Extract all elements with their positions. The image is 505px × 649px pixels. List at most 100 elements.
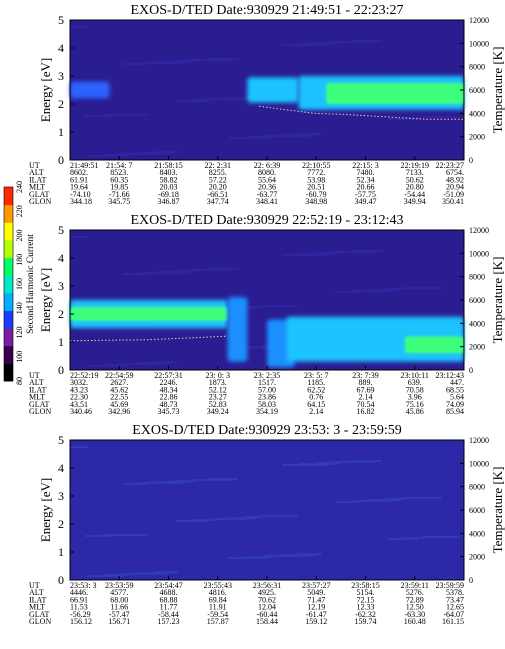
colorbar-tick-label: 220 xyxy=(15,205,24,217)
orbit-value: 60.35 xyxy=(110,175,128,184)
orbit-row-label: ALT xyxy=(29,588,44,597)
orbit-value: 1185. xyxy=(307,378,325,387)
orbit-value: 12.50 xyxy=(406,603,424,612)
orbit-value: 349.94 xyxy=(404,197,426,206)
orbit-value: 5378. xyxy=(446,588,464,597)
y2-axis-label: Temperature [K] xyxy=(490,467,505,554)
texture-mark xyxy=(280,134,316,136)
orbit-value: 20.66 xyxy=(357,183,375,192)
orbit-value: 66.91 xyxy=(70,595,88,604)
orbit-value: 3032. xyxy=(70,378,88,387)
texture-mark xyxy=(246,136,274,138)
texture-mark xyxy=(70,26,88,28)
colorbar-tick-label: 200 xyxy=(15,230,24,242)
orbit-value: 8403. xyxy=(160,168,178,177)
orbit-value: 12.65 xyxy=(446,603,464,612)
texture-mark xyxy=(316,252,340,254)
orbit-value: 74.09 xyxy=(446,400,464,409)
orbit-value: 22:52:19 xyxy=(70,371,98,380)
y2-tick-label: 10000 xyxy=(469,39,489,48)
orbit-value: 72.15 xyxy=(357,595,375,604)
orbit-value: 344.18 xyxy=(70,197,92,206)
texture-mark xyxy=(155,571,178,573)
orbit-value: 58.03 xyxy=(258,400,276,409)
texture-mark xyxy=(138,572,172,574)
texture-mark xyxy=(191,269,232,271)
y2-tick-label: 2000 xyxy=(469,553,485,562)
orbit-value: 23:53:59 xyxy=(105,581,133,590)
orbit-value: -63.77 xyxy=(257,190,278,199)
y2-tick-label: 8000 xyxy=(469,483,485,492)
orbit-value: 5049. xyxy=(307,588,325,597)
orbit-value: 11.53 xyxy=(70,603,88,612)
orbit-value: 22.30 xyxy=(70,393,88,402)
texture-mark xyxy=(299,253,334,255)
orbit-value: 21:54: 7 xyxy=(106,161,132,170)
y-axis-label: Energy [eV] xyxy=(38,478,53,542)
y2-tick-label: 12000 xyxy=(469,436,489,445)
y2-tick-label: 2000 xyxy=(469,343,485,352)
orbit-row-label: UT xyxy=(29,161,40,170)
orbit-value: 345.75 xyxy=(108,197,130,206)
orbit-value: 157.87 xyxy=(207,617,229,626)
y2-tick-label: 10000 xyxy=(469,459,489,468)
texture-mark xyxy=(70,236,88,238)
colorbar-segment xyxy=(4,328,13,347)
orbit-value: 5154. xyxy=(357,588,375,597)
y-tick-label: 1 xyxy=(58,125,64,139)
texture-mark xyxy=(282,44,328,46)
texture-mark xyxy=(282,464,328,466)
y2-tick-label: 6000 xyxy=(469,86,485,95)
orbit-value: 23: 5: 7 xyxy=(304,371,328,380)
orbit-value: 20.03 xyxy=(160,183,178,192)
colorbar-tick-label: 180 xyxy=(15,254,24,266)
texture-mark xyxy=(227,517,256,519)
texture-mark xyxy=(246,346,274,348)
texture-mark xyxy=(388,538,418,540)
orbit-row-label: MLT xyxy=(29,393,45,402)
panels-layer: EXOS-D/TED Date:930929 21:49:51 - 22:23:… xyxy=(29,3,505,626)
texture-mark xyxy=(282,254,328,256)
orbit-value: -61.47 xyxy=(306,610,327,619)
texture-mark xyxy=(369,499,400,501)
orbit-value: -69.18 xyxy=(158,190,179,199)
orbit-value: 156.12 xyxy=(70,617,92,626)
texture-mark xyxy=(405,117,424,119)
orbit-value: 346.87 xyxy=(158,197,180,206)
chart-panel-2: EXOS-D/TED Date:930929 22:52:19 - 23:12:… xyxy=(29,213,505,416)
orbit-value: 7480. xyxy=(357,168,375,177)
orbit-value: 0.76 xyxy=(309,393,323,402)
y2-axis-label: Temperature [K] xyxy=(490,257,505,344)
orbit-value: 350.41 xyxy=(442,197,464,206)
texture-mark xyxy=(102,114,148,116)
orbit-value: 48.73 xyxy=(160,400,178,409)
orbit-value: 23:59:11 xyxy=(401,581,429,590)
texture-mark xyxy=(244,306,262,308)
orbit-value: 354.19 xyxy=(256,407,278,416)
orbit-value: 67.69 xyxy=(357,385,375,394)
texture-mark xyxy=(297,133,322,135)
orbit-value: 160.48 xyxy=(404,617,426,626)
orbit-value: -57.75 xyxy=(355,190,376,199)
orbit-value: 23:58:15 xyxy=(351,581,379,590)
orbit-value: 72.89 xyxy=(406,595,424,604)
texture-mark xyxy=(263,555,310,557)
chart-title: EXOS-D/TED Date:930929 21:49:51 - 22:23:… xyxy=(131,3,404,18)
orbit-value: -66.51 xyxy=(207,190,228,199)
texture-mark xyxy=(155,151,178,153)
texture-mark xyxy=(333,251,376,253)
orbit-value: -58.44 xyxy=(158,610,179,619)
y-tick-label: 2 xyxy=(58,307,64,321)
orbit-value: 347.74 xyxy=(207,197,229,206)
texture-mark xyxy=(261,515,298,517)
orbit-value: 21:58:15 xyxy=(154,161,182,170)
orbit-value: 22:15: 3 xyxy=(352,161,378,170)
orbit-value: 50.62 xyxy=(406,175,424,184)
texture-mark xyxy=(263,135,310,137)
orbit-value: 22:54:59 xyxy=(105,371,133,380)
orbit-value: 16.82 xyxy=(357,407,375,416)
orbit-row-label: GLAT xyxy=(29,190,50,199)
texture-mark xyxy=(140,482,184,484)
orbit-value: 7772. xyxy=(307,168,325,177)
texture-mark xyxy=(176,100,208,102)
